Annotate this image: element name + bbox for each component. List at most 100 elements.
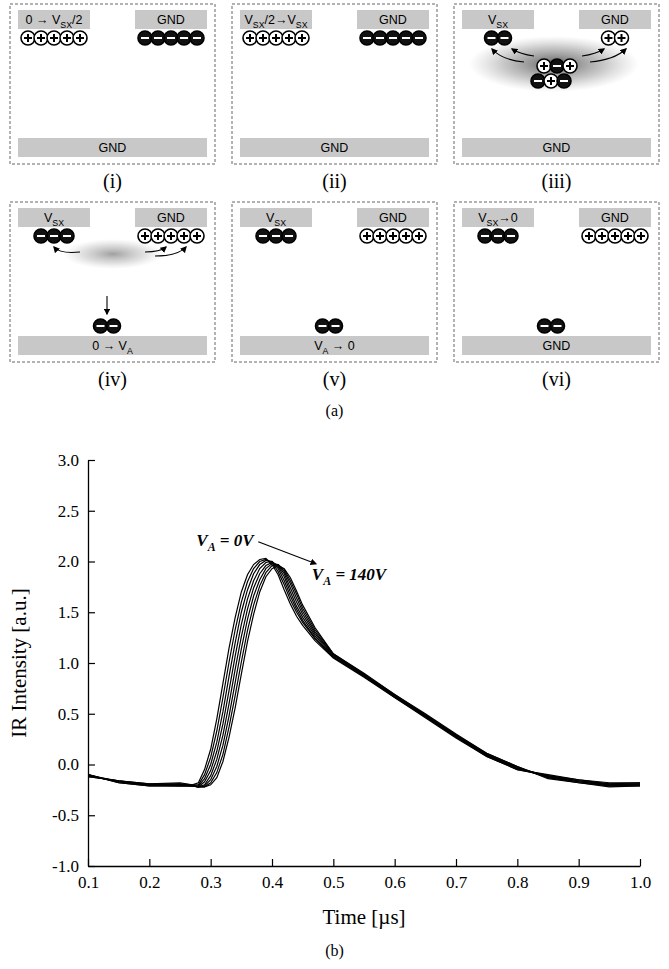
charge-circle bbox=[34, 31, 48, 45]
annotations: VA = 0VVA = 140V bbox=[196, 531, 388, 588]
figure: 0 → VSX/2GNDGND(i)VSX/2→VSXGNDGND(ii)VSX… bbox=[0, 0, 669, 969]
negative-charge bbox=[269, 229, 283, 243]
x-axis-tick-mark bbox=[579, 859, 580, 866]
charge-circle bbox=[295, 31, 309, 45]
charge-circle bbox=[550, 59, 564, 73]
charge-sign bbox=[66, 34, 68, 42]
positive-charge bbox=[537, 59, 551, 73]
panel-label: (ii) bbox=[322, 170, 346, 193]
charge-sign bbox=[110, 325, 118, 327]
panel: VSX/2→VSXGNDGND bbox=[232, 4, 437, 164]
panel: VSXGNDGND bbox=[454, 4, 659, 164]
charge-sign bbox=[196, 232, 198, 240]
charge-circle bbox=[399, 229, 413, 243]
charge-sign bbox=[402, 37, 410, 39]
arrow bbox=[145, 247, 166, 252]
arrow bbox=[54, 247, 80, 252]
charge-circle bbox=[256, 31, 270, 45]
negative-charge bbox=[256, 229, 270, 243]
y-axis-tick-mark bbox=[88, 866, 95, 867]
charge-circle bbox=[329, 319, 343, 333]
negative-charge bbox=[177, 31, 191, 45]
charge-sign bbox=[285, 235, 293, 237]
charge-circle bbox=[504, 229, 518, 243]
charge-circle bbox=[551, 319, 565, 333]
charge-circle bbox=[138, 31, 152, 45]
positive-charge bbox=[563, 59, 577, 73]
charge-circle bbox=[47, 229, 61, 243]
charge-circle bbox=[373, 31, 387, 45]
positive-charge bbox=[47, 31, 61, 45]
y-axis-tick-label: 2.0 bbox=[58, 552, 79, 571]
x-axis-tick-label: 1.0 bbox=[630, 873, 651, 892]
x-axis-tick-label: 0.1 bbox=[78, 873, 99, 892]
charge-circle bbox=[177, 31, 191, 45]
panel-border bbox=[454, 4, 659, 164]
annotation-part: A bbox=[322, 574, 331, 588]
caption: (b) bbox=[325, 942, 344, 960]
x-axis-tick-label: 0.3 bbox=[201, 873, 222, 892]
electrode-label-part: GND bbox=[601, 211, 629, 225]
charge-sign bbox=[27, 34, 29, 42]
electrode-label-part: →0 bbox=[498, 211, 518, 225]
y-axis-tick: 3.0 bbox=[58, 451, 95, 470]
x-axis-tick-mark bbox=[456, 859, 457, 866]
series-line bbox=[88, 564, 640, 787]
electrode-bottom bbox=[18, 138, 207, 157]
x-axis-tick-label: 0.7 bbox=[446, 873, 468, 892]
charge-sign bbox=[141, 37, 149, 39]
charge-circle bbox=[107, 319, 121, 333]
negative-charge bbox=[491, 229, 505, 243]
positive-charge bbox=[269, 31, 283, 45]
electrode-label: VSX bbox=[266, 211, 286, 228]
x-axis-tick-label: 0.8 bbox=[507, 873, 528, 892]
charge-sign bbox=[180, 37, 188, 39]
electrode-label: GND bbox=[379, 211, 407, 225]
x-axis-tick-label: 0.6 bbox=[385, 873, 406, 892]
charge-sign bbox=[319, 325, 327, 327]
charge-sign bbox=[272, 235, 280, 237]
positive-charge bbox=[615, 31, 629, 45]
charge-sign bbox=[569, 62, 571, 70]
electrode-right bbox=[135, 208, 207, 227]
series-line bbox=[88, 562, 640, 787]
positive-charge bbox=[360, 229, 374, 243]
charge-circle bbox=[360, 229, 374, 243]
charge-sign bbox=[170, 232, 172, 240]
electrode-label: GND bbox=[99, 141, 127, 155]
charge-sign bbox=[259, 235, 267, 237]
negative-charge bbox=[485, 31, 499, 45]
electrode-label-part: GND bbox=[543, 141, 571, 155]
charge-sign bbox=[405, 232, 407, 240]
y-axis-tick-label: 0.5 bbox=[58, 705, 79, 724]
charge-sign bbox=[389, 37, 397, 39]
negative-charge bbox=[399, 31, 413, 45]
panel-label: (vi) bbox=[542, 368, 571, 391]
charge-sign bbox=[40, 34, 42, 42]
negative-charge bbox=[498, 31, 512, 45]
negative-charge bbox=[478, 229, 492, 243]
charge-circle bbox=[243, 31, 257, 45]
positive-charge bbox=[151, 229, 165, 243]
charge-circle bbox=[151, 31, 165, 45]
y-axis: -1.0-0.50.00.51.01.52.02.53.0 bbox=[52, 451, 95, 876]
charge-circle bbox=[399, 31, 413, 45]
x-axis-tick-label: 0.9 bbox=[569, 873, 590, 892]
charge-circle bbox=[498, 31, 512, 45]
electrode-left bbox=[18, 10, 90, 29]
negative-charge bbox=[107, 319, 121, 333]
y-axis-tick: 2.0 bbox=[58, 552, 95, 571]
charge-sign bbox=[157, 232, 159, 240]
charge-sign bbox=[614, 232, 616, 240]
x-axis-tick-label: 0.5 bbox=[323, 873, 344, 892]
charge-circle bbox=[595, 229, 609, 243]
charge-sign bbox=[79, 34, 81, 42]
charge-sign bbox=[588, 232, 590, 240]
panel-border bbox=[10, 202, 215, 362]
charge-circle bbox=[138, 229, 152, 243]
electrode-label-part: SX bbox=[274, 218, 286, 228]
charge-circle bbox=[94, 319, 108, 333]
arrow bbox=[155, 247, 186, 256]
x-axis-tick-mark bbox=[517, 859, 518, 866]
discharge-cloud bbox=[63, 239, 163, 269]
